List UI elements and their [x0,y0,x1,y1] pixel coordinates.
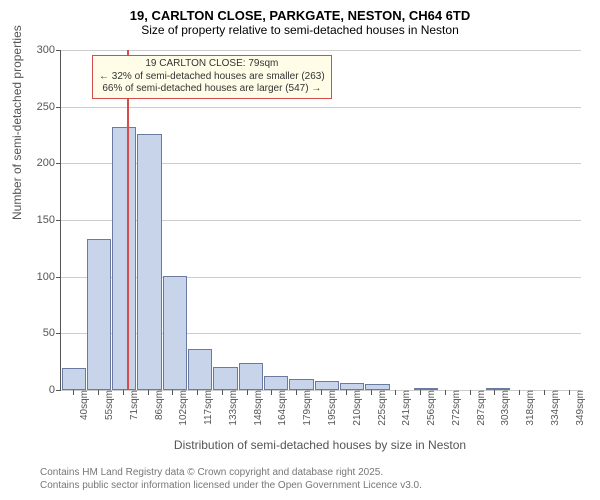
bar [315,381,339,390]
footer-line2: Contains public sector information licen… [40,479,422,492]
bar [264,376,288,390]
bar [87,239,111,390]
xtick-label: 303sqm [498,390,511,426]
xtick-mark [172,390,173,395]
bar [163,276,187,390]
footer: Contains HM Land Registry data © Crown c… [40,466,422,492]
plot-area: 050100150200250300 40sqm55sqm71sqm86sqm1… [60,50,581,391]
annotation-box: 19 CARLTON CLOSE: 79sqm ← 32% of semi-de… [92,55,332,99]
xtick-mark [98,390,99,395]
xtick-label: 195sqm [325,390,338,426]
xtick-label: 148sqm [251,390,264,426]
bar [340,383,364,390]
xtick-label: 102sqm [176,390,189,426]
xtick-mark [420,390,421,395]
xtick-mark [73,390,74,395]
bar [137,134,161,390]
bar [289,379,313,390]
bars-group [61,50,581,390]
x-axis-label: Distribution of semi-detached houses by … [60,438,580,452]
xtick-label: 225sqm [375,390,388,426]
xtick-mark [321,390,322,395]
chart-container: 19, CARLTON CLOSE, PARKGATE, NESTON, CH6… [0,0,600,500]
xtick-mark [371,390,372,395]
xtick-label: 133sqm [226,390,239,426]
reference-line [127,50,129,390]
xtick-label: 55sqm [102,390,115,420]
xtick-mark [123,390,124,395]
bar [239,363,263,390]
xtick-mark [494,390,495,395]
xtick-mark [296,390,297,395]
annotation-line2: ← 32% of semi-detached houses are smalle… [99,71,325,84]
xtick-label: 256sqm [424,390,437,426]
annotation-line1: 19 CARLTON CLOSE: 79sqm [99,58,325,71]
xtick-label: 318sqm [523,390,536,426]
y-axis-label: Number of semi-detached properties [10,25,24,220]
chart-title-sub: Size of property relative to semi-detach… [0,23,600,41]
xtick-mark [395,390,396,395]
xtick-mark [544,390,545,395]
xtick-label: 349sqm [573,390,586,426]
xtick-mark [222,390,223,395]
xtick-mark [445,390,446,395]
xtick-mark [519,390,520,395]
xtick-label: 272sqm [449,390,462,426]
ytick-mark [56,390,61,391]
footer-line1: Contains HM Land Registry data © Crown c… [40,466,422,479]
bar [188,349,212,390]
bar [62,368,86,390]
xtick-mark [346,390,347,395]
xtick-mark [470,390,471,395]
xtick-label: 334sqm [548,390,561,426]
bar [112,127,136,390]
xtick-mark [569,390,570,395]
xtick-label: 164sqm [275,390,288,426]
xtick-mark [271,390,272,395]
chart-title-main: 19, CARLTON CLOSE, PARKGATE, NESTON, CH6… [0,0,600,23]
xtick-label: 117sqm [201,390,214,425]
xtick-label: 179sqm [300,390,313,426]
xtick-label: 71sqm [127,390,140,420]
xtick-label: 287sqm [474,390,487,426]
xtick-mark [197,390,198,395]
bar [213,367,237,390]
xtick-label: 86sqm [152,390,165,420]
xtick-mark [247,390,248,395]
xtick-label: 40sqm [77,390,90,420]
xtick-mark [148,390,149,395]
annotation-line3: 66% of semi-detached houses are larger (… [99,83,325,96]
xtick-label: 241sqm [399,390,412,426]
xtick-label: 210sqm [350,390,363,426]
